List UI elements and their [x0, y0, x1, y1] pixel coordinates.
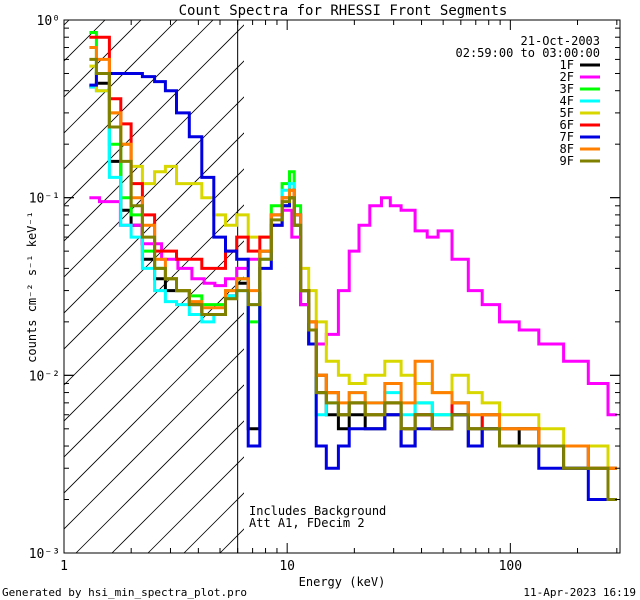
series-line-5F	[89, 64, 617, 470]
series-layer	[89, 31, 617, 501]
legend-label: 4F	[560, 94, 574, 108]
hatch-line	[64, 20, 70, 26]
hatch-line	[64, 240, 244, 422]
hatch-line	[64, 168, 244, 350]
hatch-line	[0, 0, 100, 553]
hatch-line	[111, 420, 244, 553]
hatch-line	[219, 528, 244, 553]
y-tick-labels: 10⁻³ 10⁻² 10⁻¹ 10⁰	[29, 14, 60, 562]
legend-label: 3F	[560, 82, 574, 96]
x-tick-labels: 1 10 100	[60, 559, 522, 574]
legend-label: 7F	[560, 130, 574, 144]
legend-label: 9F	[560, 154, 574, 168]
y-tick-label: 10⁻¹	[29, 192, 60, 207]
y-tick-label: 10⁰	[37, 14, 60, 29]
footer-timestamp: 11-Apr-2023 16:19	[523, 586, 636, 599]
series-line-2F	[89, 196, 617, 417]
hatch-line	[64, 96, 244, 278]
x-tick-label: 10	[279, 559, 295, 574]
hatch-line	[64, 132, 244, 314]
plot-frame	[63, 19, 621, 554]
annotation-background: Includes Background	[249, 504, 386, 518]
hatch-line	[64, 204, 244, 386]
x-tick-label: 1	[60, 559, 68, 574]
chart-title: Count Spectra for RHESSI Front Segments	[179, 3, 508, 19]
x-tick-label: 100	[499, 559, 522, 574]
legend-label: 1F	[560, 58, 574, 72]
footer-generated-by: Generated by hsi_min_spectra_plot.pro	[2, 586, 247, 599]
y-tick-label: 10⁻²	[29, 369, 60, 384]
legend-label: 5F	[560, 106, 574, 120]
legend-label: 2F	[560, 70, 574, 84]
legend-label: 8F	[560, 142, 574, 156]
legend-label: 6F	[560, 118, 574, 132]
hatch-line	[64, 24, 244, 206]
hatch-line	[64, 312, 244, 494]
hatch-line	[256, 0, 640, 553]
hatch-line	[64, 20, 178, 134]
hatch-line	[64, 348, 244, 530]
y-axis-label: counts cm⁻² s⁻¹ keV⁻¹	[25, 211, 39, 363]
axis-ticks	[63, 19, 620, 554]
hatch-line	[64, 20, 214, 170]
x-axis-label: Energy (keV)	[299, 575, 386, 589]
time-range-label: 02:59:00 to 03:00:00	[456, 46, 601, 60]
attenuator-hatch-region	[0, 0, 640, 553]
y-tick-label: 10⁻³	[29, 547, 60, 562]
date-label: 21-Oct-2003	[521, 34, 600, 48]
hatch-line	[75, 384, 244, 553]
hatch-line	[64, 276, 244, 458]
annotation-attenuator: Att A1, FDecim 2	[249, 516, 365, 530]
hatch-line	[64, 20, 106, 62]
series-line-9F	[89, 57, 617, 501]
